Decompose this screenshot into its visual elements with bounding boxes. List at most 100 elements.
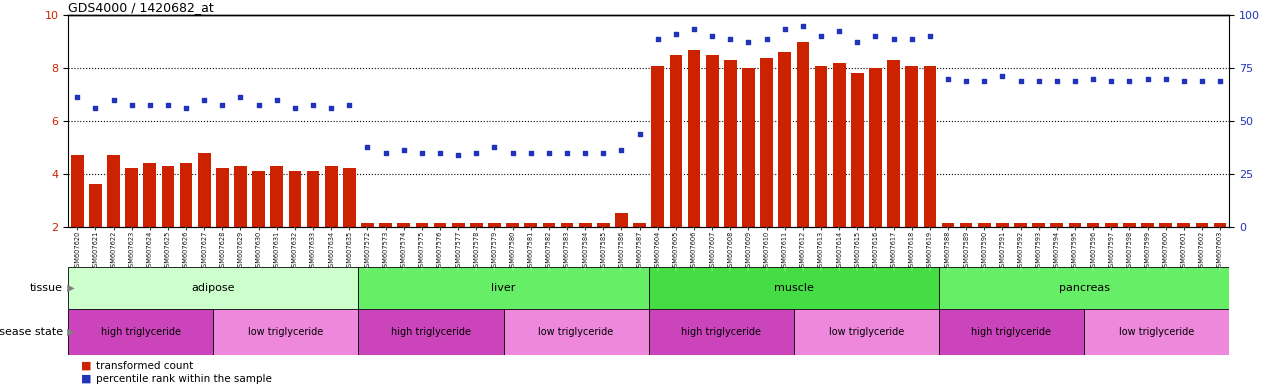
Bar	[216, 169, 228, 227]
Bar	[794, 309, 939, 355]
Text: transformed count: transformed count	[96, 361, 193, 371]
Bar	[796, 42, 809, 227]
Point	[811, 33, 832, 40]
Text: pancreas: pancreas	[1059, 283, 1109, 293]
Bar	[68, 267, 358, 309]
Point	[67, 94, 87, 100]
Text: low triglyceride: low triglyceride	[1119, 327, 1194, 337]
Point	[775, 25, 795, 31]
Point	[702, 33, 722, 40]
Point	[866, 33, 886, 40]
Point	[430, 150, 451, 156]
Bar	[289, 171, 302, 227]
Point	[86, 105, 106, 111]
Bar	[90, 184, 102, 227]
Text: low triglyceride: low triglyceride	[539, 327, 613, 337]
Bar	[1087, 223, 1099, 227]
Point	[611, 147, 631, 153]
Bar	[779, 52, 791, 227]
Bar	[1123, 223, 1136, 227]
Bar	[649, 267, 939, 309]
Bar	[452, 223, 464, 227]
Bar	[358, 267, 649, 309]
Text: ■: ■	[81, 374, 91, 384]
Bar	[815, 66, 828, 227]
Text: percentile rank within the sample: percentile rank within the sample	[96, 374, 271, 384]
Bar	[705, 55, 718, 227]
Bar	[1106, 223, 1118, 227]
Bar	[361, 223, 374, 227]
Point	[793, 23, 813, 29]
Bar	[380, 223, 392, 227]
Bar	[144, 163, 156, 227]
Point	[829, 28, 849, 34]
Bar	[504, 309, 649, 355]
Bar	[996, 223, 1008, 227]
Bar	[851, 73, 863, 227]
Bar	[398, 223, 410, 227]
Text: high triglyceride: high triglyceride	[391, 327, 471, 337]
Text: ▶: ▶	[64, 283, 74, 293]
Point	[158, 102, 178, 108]
Point	[485, 144, 505, 151]
Point	[721, 36, 741, 42]
Bar	[651, 66, 664, 227]
Bar	[905, 66, 917, 227]
Text: high triglyceride: high triglyceride	[101, 327, 180, 337]
Bar	[1214, 223, 1227, 227]
Point	[575, 150, 596, 156]
Bar	[525, 223, 538, 227]
Bar	[307, 171, 319, 227]
Point	[521, 150, 541, 156]
Text: GDS4000 / 1420682_at: GDS4000 / 1420682_at	[68, 1, 213, 14]
Point	[1210, 78, 1230, 84]
Point	[684, 25, 704, 31]
Point	[321, 105, 341, 111]
Point	[103, 97, 124, 103]
Point	[1046, 78, 1066, 84]
Bar	[887, 60, 900, 227]
Text: high triglyceride: high triglyceride	[972, 327, 1051, 337]
Text: low triglyceride: low triglyceride	[249, 327, 323, 337]
Point	[557, 150, 577, 156]
Text: muscle: muscle	[774, 283, 814, 293]
Point	[974, 78, 994, 84]
Bar	[939, 267, 1229, 309]
Bar	[560, 223, 573, 227]
Bar	[978, 223, 991, 227]
Bar	[125, 169, 138, 227]
Point	[1083, 76, 1103, 82]
Point	[1102, 78, 1122, 84]
Point	[847, 39, 867, 45]
Point	[1137, 76, 1157, 82]
Bar	[1015, 223, 1027, 227]
Point	[303, 102, 323, 108]
Bar	[724, 60, 737, 227]
Bar	[252, 171, 265, 227]
Point	[630, 131, 650, 137]
Bar	[543, 223, 555, 227]
Bar	[343, 169, 356, 227]
Bar	[324, 166, 337, 227]
Text: disease state: disease state	[0, 327, 63, 337]
Point	[957, 78, 977, 84]
Bar	[213, 309, 358, 355]
Text: ▶: ▶	[64, 327, 74, 337]
Bar	[1084, 309, 1229, 355]
Point	[666, 31, 687, 37]
Text: ■: ■	[81, 361, 91, 371]
Bar	[506, 223, 519, 227]
Bar	[68, 309, 213, 355]
Point	[357, 144, 377, 151]
Bar	[1050, 223, 1063, 227]
Point	[411, 150, 432, 156]
Bar	[434, 223, 447, 227]
Point	[175, 105, 196, 111]
Bar	[235, 166, 247, 227]
Bar	[579, 223, 592, 227]
Bar	[415, 223, 428, 227]
Point	[883, 36, 904, 42]
Point	[647, 36, 668, 42]
Point	[339, 102, 360, 108]
Point	[231, 94, 251, 100]
